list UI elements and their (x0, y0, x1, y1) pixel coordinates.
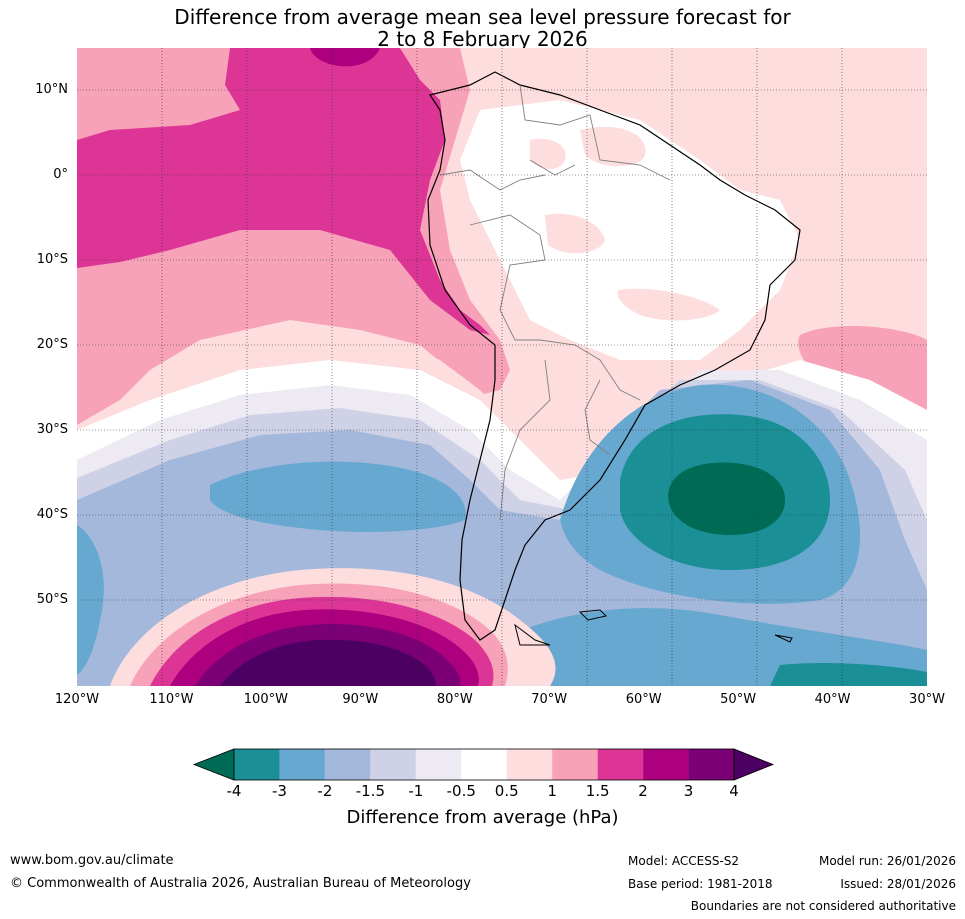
south-america-coastline (427, 71, 801, 641)
colorbar-tick-label: 3 (683, 782, 694, 800)
disclaimer-text: Boundaries are not considered authoritat… (690, 899, 956, 913)
lat-label: 30°S (36, 421, 68, 437)
anomaly-contour-above-4-south (220, 639, 436, 686)
colorbar-tick-label: 1 (547, 782, 557, 800)
colorbar-swatch (552, 749, 598, 780)
colorbar-tick-label: -3 (271, 782, 287, 800)
colorbar-tick-label: 0.5 (494, 782, 519, 800)
lon-label: 40°W (814, 692, 851, 707)
chart-title-line2: 2 to 8 February 2026 (377, 27, 588, 51)
colorbar-swatch (506, 749, 553, 780)
base-period-text: Base period: 1981-2018 (628, 877, 773, 891)
colorbar (192, 748, 775, 781)
colorbar-tick-label: -1.5 (355, 782, 385, 800)
anomaly-contour-0.5-to-1-islands (530, 126, 720, 321)
colorbar-swatch (279, 749, 325, 780)
lon-label: 70°W (531, 692, 568, 707)
colorbar-tick-label: 2 (638, 782, 648, 800)
model-text: Model: ACCESS-S2 (628, 854, 740, 868)
lat-label: 40°S (36, 506, 68, 522)
colorbar-swatch (415, 749, 462, 780)
anomaly-contour-below-minus4 (668, 462, 785, 535)
graticule (77, 48, 927, 686)
colorbar-label: Difference from average (hPa) (346, 807, 619, 828)
copyright-text: © Commonwealth of Australia 2026, Austra… (10, 876, 471, 891)
anomaly-contour-1.5-to-2 (77, 48, 490, 335)
anomaly-contour-2-to-3-north (310, 48, 380, 67)
lon-label: 30°W (909, 692, 945, 707)
lon-label: 100°W (243, 692, 288, 707)
colorbar-extend-high (733, 748, 775, 781)
anomaly-contour-minus2-to-minus3 (210, 461, 466, 532)
island-outlines (514, 609, 793, 646)
colorbar-swatch (461, 749, 507, 780)
colorbar-tick-label: -1 (408, 782, 424, 800)
issued-text: Issued: 28/01/2026 (840, 877, 956, 891)
colorbar-extend-low (192, 748, 235, 781)
colorbar-swatch (643, 749, 689, 780)
colorbar-swatch (370, 749, 416, 780)
colorbar-outline (233, 748, 735, 781)
anomaly-contour-minus2-to-minus3-southwest (77, 525, 104, 675)
lon-label: 120°W (54, 692, 100, 707)
colorbar-swatch (688, 749, 734, 780)
colorbar-tick-label: 1.5 (585, 782, 610, 800)
lat-label: 50°S (36, 591, 68, 607)
colorbar-tick-label: -2 (317, 782, 333, 800)
lon-label: 90°W (342, 692, 379, 707)
website-link[interactable]: www.bom.gov.au/climate (10, 853, 174, 868)
lon-label: 80°W (436, 692, 473, 707)
colorbar-tick-label: -4 (226, 782, 242, 800)
colorbar-swatch (324, 749, 371, 780)
colorbar-swatch (234, 749, 280, 780)
model-run-text: Model run: 26/01/2026 (818, 854, 956, 868)
anomaly-contour-minus3-to-minus4-south (770, 662, 927, 686)
anomaly-contour-0.5-to-1-pacific (77, 325, 500, 460)
lat-label: 20°S (36, 336, 68, 352)
lon-label: 110°W (149, 692, 194, 707)
colorbar-tick-label: -0.5 (446, 782, 476, 800)
chart-title-line1: Difference from average mean sea level p… (174, 5, 791, 29)
colorbar-tick-label: 4 (729, 782, 739, 800)
lat-label: 10°N (35, 81, 68, 97)
lat-label: 10°S (36, 251, 68, 267)
lon-label: 60°W (625, 692, 662, 707)
lon-label: 50°W (720, 692, 757, 707)
colorbar-swatch (597, 749, 644, 780)
lat-label: 0° (53, 166, 68, 182)
